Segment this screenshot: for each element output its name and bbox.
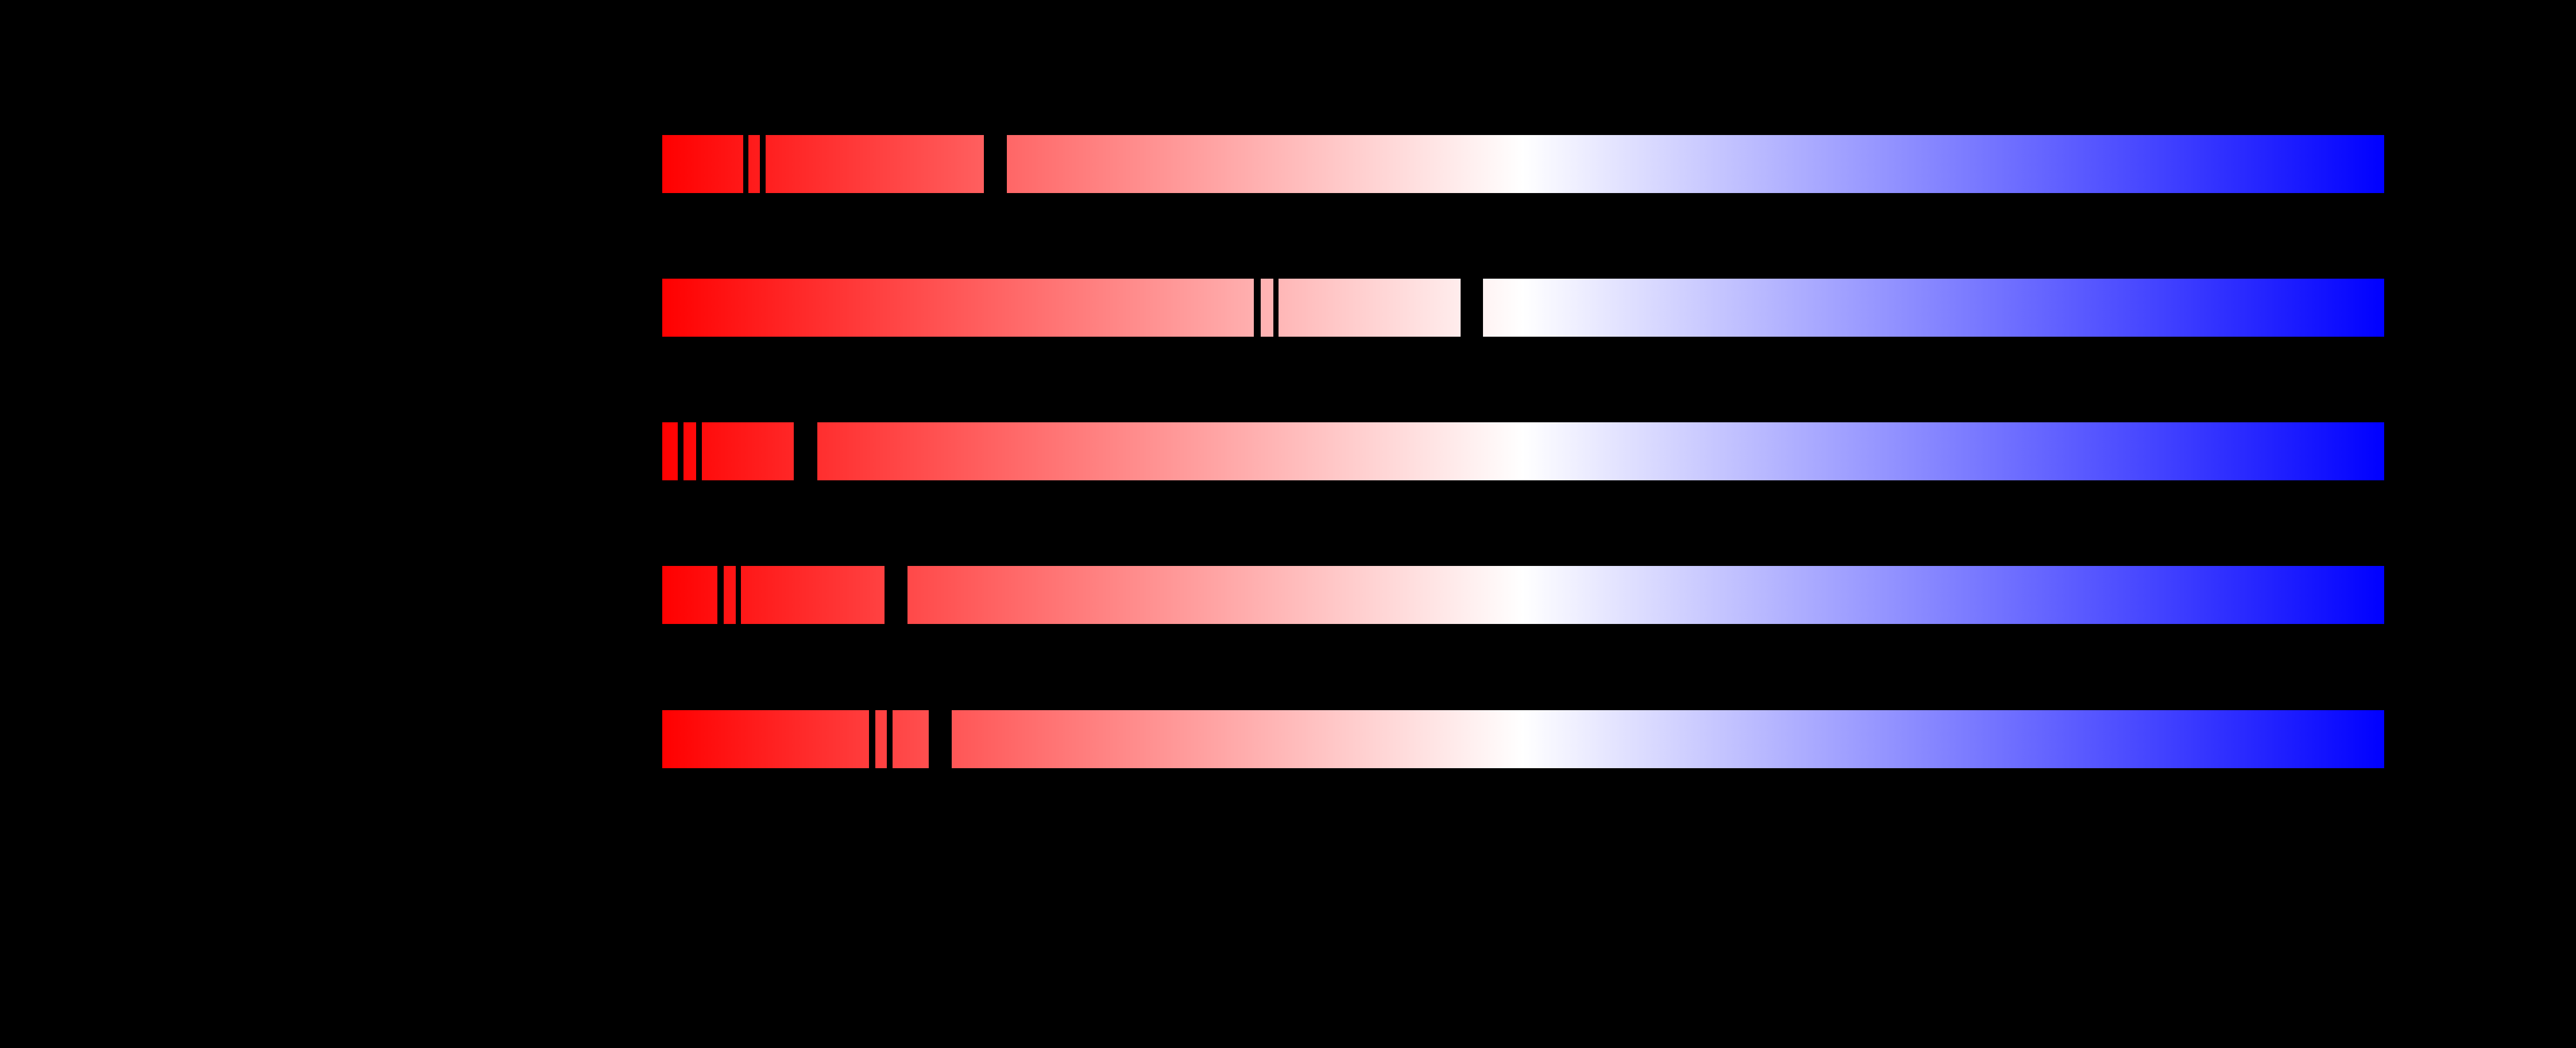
tick-marker-strip-2-2 [1273, 279, 1279, 337]
tick-marker-strip-3-2 [696, 422, 702, 480]
gradient-strip-strip-4 [662, 566, 2384, 624]
tick-marker-strip-4-1 [717, 566, 724, 624]
gap-marker-strip-3 [794, 422, 817, 480]
gradient-strip-strip-1 [662, 135, 2384, 193]
tick-marker-strip-4-2 [736, 566, 741, 624]
gap-marker-strip-4 [885, 566, 907, 624]
gradient-strip-strip-2 [662, 279, 2384, 337]
gradient-strip-strip-3 [662, 422, 2384, 480]
gap-marker-strip-1 [984, 135, 1007, 193]
tick-marker-strip-3-1 [678, 422, 683, 480]
tick-marker-strip-1-2 [760, 135, 766, 193]
tick-marker-strip-5-1 [869, 710, 875, 768]
tick-marker-strip-5-2 [887, 710, 893, 768]
gap-marker-strip-2 [1461, 279, 1483, 337]
tick-marker-strip-2-1 [1254, 279, 1261, 337]
gap-marker-strip-5 [929, 710, 952, 768]
gradient-strip-strip-5 [662, 710, 2384, 768]
tick-marker-strip-1-1 [743, 135, 748, 193]
